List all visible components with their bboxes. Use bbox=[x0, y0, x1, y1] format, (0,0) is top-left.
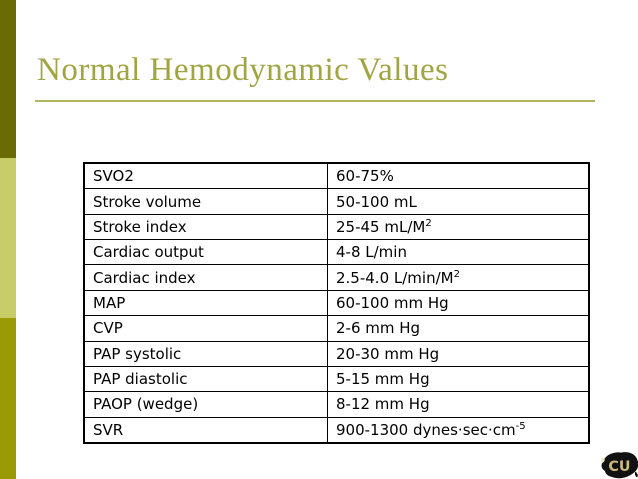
accent-bar-segment-olive bbox=[0, 318, 16, 479]
table-row: CVP 2-6 mm Hg bbox=[83, 315, 590, 342]
table-row: Stroke index 25-45 mL/M2 bbox=[83, 213, 590, 241]
value-cell: 2.5-4.0 L/min/M2 bbox=[327, 264, 590, 291]
value-text: 60-100 mm Hg bbox=[336, 293, 449, 312]
value-cell: 50-100 mL bbox=[327, 188, 590, 215]
table-row: MAP 60-100 mm Hg bbox=[83, 289, 590, 317]
parameter-cell: PAP systolic bbox=[83, 340, 328, 367]
left-accent-bar bbox=[0, 0, 16, 479]
parameter-cell: MAP bbox=[83, 289, 328, 317]
logo-letters: CU bbox=[608, 459, 630, 475]
value-text: 5-15 mm Hg bbox=[336, 370, 430, 389]
value-text: 4-8 L/min bbox=[336, 243, 407, 262]
value-cell: 20-30 mm Hg bbox=[327, 340, 590, 367]
accent-bar-segment-dark bbox=[0, 0, 16, 158]
value-superscript: 2 bbox=[453, 268, 460, 280]
value-text: 50-100 mL bbox=[336, 192, 417, 211]
buffalo-icon: CU bbox=[600, 452, 638, 479]
table-row: PAP diastolic 5-15 mm Hg bbox=[83, 365, 590, 393]
value-cell: 2-6 mm Hg bbox=[327, 315, 590, 342]
table-row: Cardiac output 4-8 L/min bbox=[83, 239, 590, 266]
parameter-cell: PAP diastolic bbox=[83, 365, 328, 393]
value-cell: 60-75% bbox=[327, 162, 590, 190]
table-row: SVO2 60-75% bbox=[83, 162, 590, 190]
value-text: 900-1300 dynes·sec·cm bbox=[336, 420, 516, 439]
value-cell: 8-12 mm Hg bbox=[327, 391, 590, 418]
table-row: PAP systolic 20-30 mm Hg bbox=[83, 340, 590, 367]
value-text: 2-6 mm Hg bbox=[336, 319, 421, 338]
value-superscript: -5 bbox=[515, 420, 526, 432]
value-cell: 60-100 mm Hg bbox=[327, 289, 590, 317]
parameter-cell: CVP bbox=[83, 315, 328, 342]
parameter-cell: Cardiac output bbox=[83, 239, 328, 266]
table-row: Cardiac index 2.5-4.0 L/min/M2 bbox=[83, 264, 590, 291]
colorado-buffaloes-logo: CU bbox=[598, 448, 638, 479]
title-underline bbox=[35, 100, 595, 102]
table-row: Stroke volume 50-100 mL bbox=[83, 188, 590, 215]
value-text: 25-45 mL/M bbox=[336, 217, 426, 236]
value-text: 2.5-4.0 L/min/M bbox=[336, 268, 454, 287]
slide-title: Normal Hemodynamic Values bbox=[37, 52, 449, 88]
hemodynamic-values-table: SVO2 60-75% Stroke volume 50-100 mL Stro… bbox=[83, 162, 590, 444]
parameter-cell: SVO2 bbox=[83, 162, 328, 190]
value-text: 60-75% bbox=[336, 167, 394, 186]
parameter-cell: Cardiac index bbox=[83, 264, 328, 291]
table-row: SVR 900-1300 dynes·sec·cm-5 bbox=[83, 416, 590, 444]
parameter-cell: Stroke index bbox=[83, 213, 328, 241]
value-superscript: 2 bbox=[425, 217, 432, 229]
table-row: PAOP (wedge) 8-12 mm Hg bbox=[83, 391, 590, 418]
parameter-cell: PAOP (wedge) bbox=[83, 391, 328, 418]
parameter-cell: Stroke volume bbox=[83, 188, 328, 215]
value-text: 8-12 mm Hg bbox=[336, 395, 430, 414]
value-cell: 4-8 L/min bbox=[327, 239, 590, 266]
parameter-cell: SVR bbox=[83, 416, 328, 444]
value-cell: 900-1300 dynes·sec·cm-5 bbox=[327, 416, 590, 444]
value-cell: 5-15 mm Hg bbox=[327, 365, 590, 393]
value-cell: 25-45 mL/M2 bbox=[327, 213, 590, 241]
accent-bar-segment-light bbox=[0, 158, 16, 318]
value-text: 20-30 mm Hg bbox=[336, 344, 440, 363]
